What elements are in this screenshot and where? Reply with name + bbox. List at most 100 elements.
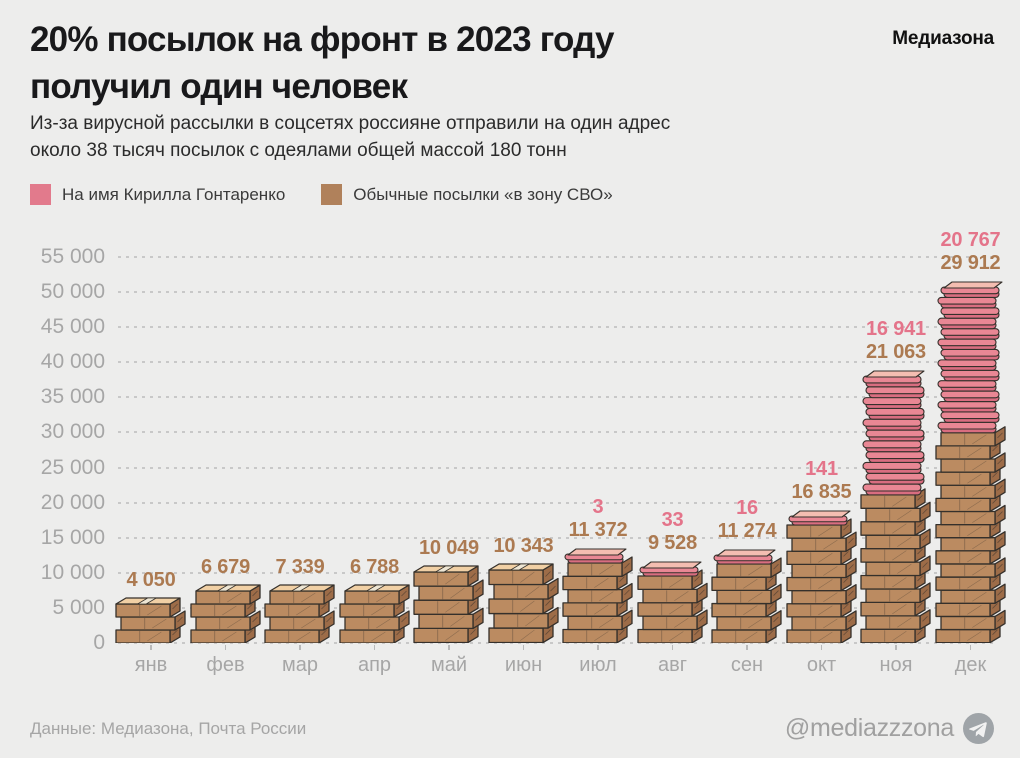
bar-июн [487, 562, 560, 643]
value-labels-дек: 20 767 29 912 [896, 229, 1020, 275]
value-labels-июл: 3 11 372 [523, 496, 673, 542]
value-label-brown: 10 343 [493, 535, 554, 558]
x-axis-tick [224, 645, 227, 650]
value-label-brown: 9 528 [647, 532, 698, 555]
value-label-brown: 29 912 [940, 252, 1001, 275]
x-axis-label-июл: июл [579, 654, 617, 676]
y-axis-tick-label: 40 000 [40, 350, 105, 374]
x-axis-label-май: май [430, 654, 468, 676]
y-axis-tick-label: 25 000 [40, 455, 105, 479]
social-handle: @mediazzzona [785, 713, 994, 744]
value-label-brown: 6 679 [200, 556, 251, 578]
y-axis-tick-label: 10 000 [40, 560, 105, 584]
x-axis-label-ноя: ноя [879, 654, 913, 676]
gridline [118, 326, 997, 329]
gridline [118, 501, 997, 504]
legend-label: На имя Кирилла Гонтаренко [62, 184, 286, 204]
value-labels-мар: 7 339 [225, 556, 375, 579]
data-source: Данные: Медиазона, Почта России [30, 718, 307, 738]
x-axis-label-янв: янв [134, 654, 168, 676]
bar-мар [264, 583, 336, 643]
value-label-brown: 21 063 [866, 341, 926, 364]
y-axis-tick-label: 20 000 [40, 490, 105, 514]
value-label-brown: 4 050 [126, 569, 176, 591]
value-label-brown: 10 049 [419, 537, 479, 560]
footer: Данные: Медиазона, Почта России @mediazz… [30, 713, 994, 744]
subtitle: Из-за вирусной рассылки в соцсетях росси… [30, 110, 830, 164]
gridline [118, 361, 997, 364]
value-label-pink: 33 [661, 509, 684, 532]
gridline [118, 466, 997, 469]
x-axis-label-фев: фев [206, 654, 245, 676]
value-label-pink: 3 [592, 496, 604, 519]
title-line-1: 20% посылок на фронт в 2023 году [30, 20, 614, 59]
telegram-icon [963, 713, 994, 744]
bar-сен [711, 547, 783, 643]
x-axis-label-мар: мар [282, 654, 318, 676]
value-labels-окт: 141 16 835 [747, 458, 897, 504]
legend-item-gontarenko: На имя Кирилла Гонтаренко [30, 184, 285, 205]
x-axis-tick [373, 645, 376, 650]
legend-label: Обычные посылки «в зону СВО» [353, 184, 613, 204]
bar-дек [934, 279, 1007, 643]
gridline [118, 291, 997, 294]
gridline [118, 396, 997, 399]
subtitle-line-1: Из-за вирусной рассылки в соцсетях росси… [30, 113, 671, 134]
x-axis-label-авг: авг [657, 654, 688, 676]
x-axis-tick [895, 645, 897, 650]
bar-фев [189, 583, 262, 643]
x-axis-tick [746, 645, 748, 650]
x-axis-tick [522, 645, 525, 650]
gridline [118, 536, 997, 539]
gridline [118, 571, 997, 574]
brand-logo: Медиазона [892, 28, 994, 49]
chart: 0 5 000 10 000 15 000 20 000 25 000 30 000 35 0… [0, 229, 1020, 695]
value-label-brown: 16 835 [791, 480, 852, 503]
y-axis-tick-label: 55 000 [40, 245, 105, 268]
value-label-brown: 7 339 [275, 556, 325, 578]
y-axis-tick-label: 5 000 [52, 595, 105, 619]
bar-янв [115, 596, 187, 643]
bar-май [413, 564, 485, 643]
gridline [118, 256, 997, 258]
title-line-2: получил один человек [30, 67, 408, 106]
legend-item-regular: Обычные посылки «в зону СВО» [321, 184, 613, 205]
y-axis-tick-label: 30 000 [40, 420, 105, 444]
value-label-pink: 141 [805, 457, 838, 480]
page-title: 20% посылок на фронт в 2023 году получил … [30, 16, 850, 110]
legend: На имя Кирилла Гонтаренко Обычные посылк… [30, 184, 613, 205]
value-label-brown: 6 788 [349, 556, 400, 578]
value-label-brown: 11 372 [568, 519, 628, 542]
bar-апр [338, 583, 411, 643]
handle-text: @mediazzzona [784, 714, 954, 742]
x-axis-label-сен: сен [730, 654, 764, 676]
x-axis-tick [969, 645, 972, 650]
gridline [118, 431, 997, 434]
x-axis-tick [150, 645, 152, 650]
value-labels-апр: 6 788 [300, 556, 450, 579]
x-axis-label-апр: апр [357, 654, 392, 676]
bar-июл [562, 546, 634, 643]
value-label-pink: 20 767 [940, 229, 1001, 252]
value-labels-май: 10 049 [374, 537, 524, 560]
subtitle-line-2: около 38 тысяч посылок с одеялами общей … [30, 140, 567, 161]
x-axis-tick [448, 645, 450, 650]
y-axis-tick-label: 15 000 [40, 525, 105, 549]
legend-swatch-pink [30, 184, 51, 205]
legend-swatch-brown [321, 184, 343, 205]
x-axis-label-июн: июн [504, 654, 543, 676]
value-label-pink: 16 941 [866, 318, 926, 341]
y-axis-tick-label: 50 000 [40, 280, 105, 304]
x-axis-tick [597, 645, 599, 650]
value-labels-янв: 4 050 [76, 569, 226, 592]
y-axis-tick-label: 35 000 [40, 385, 105, 409]
x-axis-label-дек: дек [954, 654, 987, 676]
gridline [118, 642, 997, 644]
value-label-brown: 11 274 [717, 519, 777, 542]
x-axis-tick [299, 645, 301, 650]
value-labels-авг: 33 9 528 [598, 509, 748, 555]
y-axis-tick-label: 45 000 [40, 315, 105, 339]
x-axis-tick [671, 645, 674, 650]
value-labels-июн: 10 343 [449, 535, 599, 558]
